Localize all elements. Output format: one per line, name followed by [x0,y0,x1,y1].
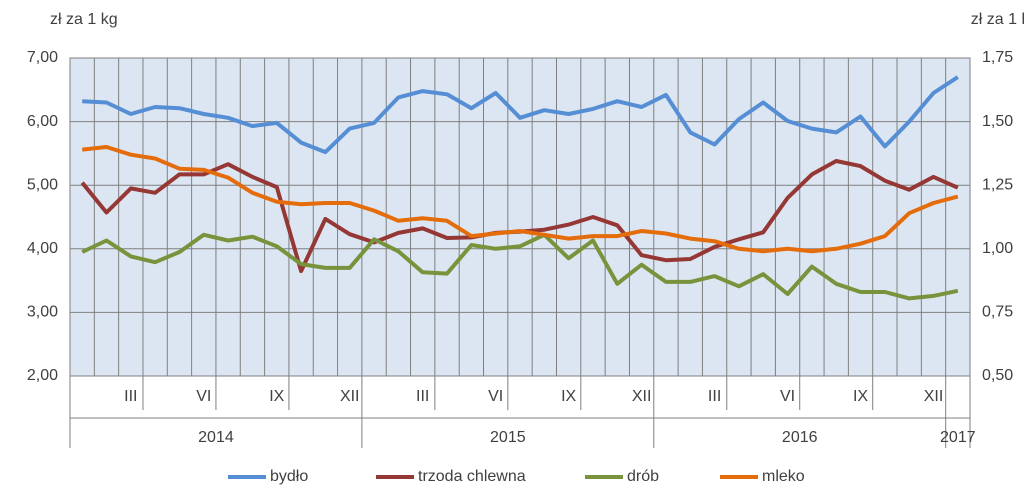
y2-tick-label: 1,00 [982,240,1013,257]
x-tick-label: XII [340,388,360,405]
legend-label: bydło [270,468,308,485]
plot-border [69,57,971,377]
y-tick-label: 5,00 [27,176,58,193]
y-tick-label: 2,00 [27,367,58,384]
legend-label: drób [627,468,659,485]
series-line [82,75,959,155]
x-tick-label: XII [632,388,652,405]
series-line [81,232,959,301]
x-tick-label: XII [924,388,944,405]
year-label: 2016 [782,429,818,446]
y2-tick-label: 1,25 [982,176,1013,193]
legend-label: trzoda chlewna [418,468,526,485]
x-tick-label: VI [780,388,795,405]
year-label: 2017 [940,429,976,446]
y2-tick-label: 1,75 [982,49,1013,66]
y2-tick-label: 1,50 [982,113,1013,130]
x-tick-label: VI [488,388,503,405]
x-tick-label: III [416,388,429,405]
y2-tick-label: 0,50 [982,367,1013,384]
y-tick-label: 6,00 [27,113,58,130]
y-axis-label: zł za 1 kg [50,11,118,28]
x-tick-label: III [124,388,137,405]
y2-tick-label: 0,75 [982,304,1013,321]
series-line [81,145,959,254]
x-tick-label: IX [269,388,284,405]
x-tick-label: IX [853,388,868,405]
x-tick-label: IX [561,388,576,405]
plot-area [70,58,970,376]
year-label: 2015 [490,429,526,446]
y-tick-label: 7,00 [27,49,58,66]
x-tick-label: III [708,388,721,405]
legend-label: mleko [762,468,805,485]
y-tick-label: 4,00 [27,240,58,257]
year-label: 2014 [198,429,234,446]
x-tick-label: VI [196,388,211,405]
y-tick-label: 3,00 [27,304,58,321]
y2-axis-label: zł za 1 l [971,11,1025,28]
